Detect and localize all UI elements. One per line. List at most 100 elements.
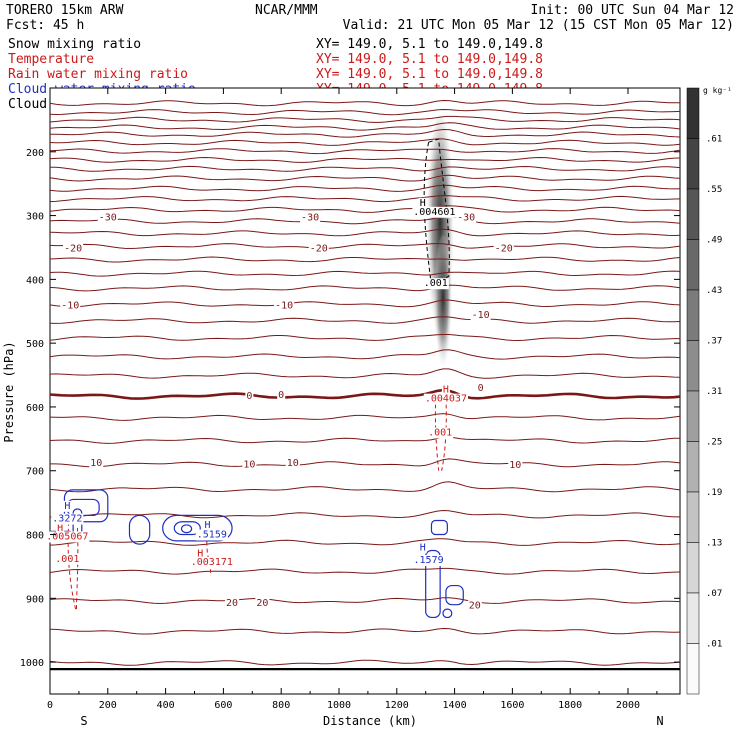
isotherm-line (49, 115, 681, 123)
colorbar-label: .43 (706, 286, 722, 296)
label-halo (63, 500, 72, 512)
isotherm-line (49, 228, 681, 237)
colorbar-label: .13 (706, 539, 722, 549)
legend-entry-name: Snow mixing ratio (8, 37, 141, 52)
plot-layers: -30 -30 -30 -20 -20 -20 -10 -10 -10 0 0 0 10 10 10 10 20… (45, 99, 681, 671)
model-title: TORERO 15km ARW (6, 3, 124, 18)
temperature-label: -30 (457, 212, 475, 223)
cloud-water-label: .3272 (52, 514, 82, 525)
y-axis-label: Pressure (hPa) (2, 341, 16, 442)
isotherm-line (49, 184, 681, 192)
isotherm-line (49, 659, 681, 666)
rain-label: .003171 (191, 557, 233, 568)
label-halo (285, 458, 300, 470)
isotherm-line (50, 128, 681, 138)
temperature-label: -10 (472, 310, 490, 321)
cloud-water-label: .1579 (414, 555, 444, 566)
isotherm-line (49, 256, 681, 263)
colorbar-label: .31 (706, 387, 722, 397)
x-axis-label: Distance (km) (323, 714, 417, 728)
temperature-label: 0 (278, 390, 284, 401)
label-halo (274, 300, 295, 312)
label-halo (300, 212, 321, 224)
label-halo (195, 529, 228, 541)
rain-label: H (57, 523, 63, 534)
temperature-label: 10 (243, 459, 255, 470)
cloud-water-contour (430, 519, 448, 536)
isotherm-line (49, 413, 681, 421)
cloud-water-contour (442, 608, 453, 619)
org-label: NCAR/MMM (255, 3, 318, 18)
label-halo (412, 206, 457, 218)
isotherm-zero (49, 388, 681, 400)
label-halo (63, 243, 84, 255)
legend-entry-xy: XY= 149.0, 5.1 to 149.0,149.8 (316, 37, 543, 52)
y-tick-label: 700 (26, 467, 44, 478)
legend-entry-name: Temperature (8, 52, 94, 67)
label-halo (427, 427, 454, 439)
forecast-hour: Fcst: 45 h (6, 18, 84, 33)
rain-label: .001 (55, 554, 79, 565)
temperature-label: 10 (287, 458, 299, 469)
label-halo (422, 278, 449, 290)
y-tick-label: 900 (26, 594, 44, 605)
isotherm-line (49, 122, 681, 131)
cloud-water-contour (425, 549, 441, 619)
label-halo (308, 243, 329, 255)
label-halo (54, 553, 81, 565)
x-tick-label: 800 (272, 700, 290, 711)
label-halo (196, 548, 205, 560)
label-halo (467, 600, 482, 612)
temperature-label: -20 (495, 244, 513, 255)
colorbar-segment (686, 441, 700, 493)
isotherm-line (49, 509, 680, 519)
colorbar-segment (686, 542, 700, 594)
label-halo (242, 459, 257, 471)
isotherm-line (49, 597, 681, 605)
temperature-label: 20 (469, 600, 481, 611)
x-tick-label: 1000 (327, 700, 351, 711)
isotherm-line (49, 174, 681, 182)
label-halo (56, 523, 65, 535)
rain-label: .005067 (46, 531, 88, 542)
temperature-label: -20 (310, 244, 328, 255)
isotherm-line (49, 627, 681, 635)
isotherm-line (49, 316, 681, 324)
isotherm-line (49, 108, 681, 116)
label-halo (418, 197, 427, 209)
label-halo (255, 597, 270, 609)
x-tick-label: 400 (157, 700, 175, 711)
rain-contour (434, 397, 447, 471)
isotherm-line (49, 334, 680, 342)
legend-entry-name: Rain water mixing ratio (8, 67, 188, 82)
isotherm-line (49, 242, 681, 250)
colorbar-segment (686, 188, 700, 240)
temperature-label: -30 (99, 212, 117, 223)
colorbar-label: .19 (706, 488, 722, 498)
label-halo (412, 555, 445, 567)
isotherm-line (49, 138, 681, 146)
isotherm-line (49, 538, 681, 546)
label-halo (89, 458, 104, 470)
colorbar-label: .49 (706, 236, 722, 246)
temperature-label: 0 (478, 383, 484, 394)
x-tick-label: 1400 (443, 700, 467, 711)
colorbar-segment (686, 87, 700, 139)
cloud-water-label: H (420, 542, 426, 553)
label-halo (277, 389, 286, 401)
isotherm-line (49, 216, 681, 225)
colorbar-label: .61 (706, 135, 722, 145)
legend-entry-xy: XY= 149.0, 5.1 to 149.0,149.8 (316, 67, 543, 82)
label-halo (493, 243, 514, 255)
snow-shade-plume-lower (434, 234, 453, 375)
label-halo (60, 300, 81, 312)
direction-south: S (80, 714, 87, 728)
x-tick-label: 200 (99, 700, 117, 711)
temperature-label: -10 (275, 301, 293, 312)
isotherm-line (49, 205, 681, 213)
snow-label: .004601 (413, 207, 455, 218)
x-tick-label: 1800 (558, 700, 582, 711)
colorbar-unit: g kg⁻¹ (703, 86, 732, 95)
isotherm-line (49, 165, 681, 172)
legend-entry-xy: XY= 149.0, 5.1 to 149.0,149.8 (316, 52, 543, 67)
